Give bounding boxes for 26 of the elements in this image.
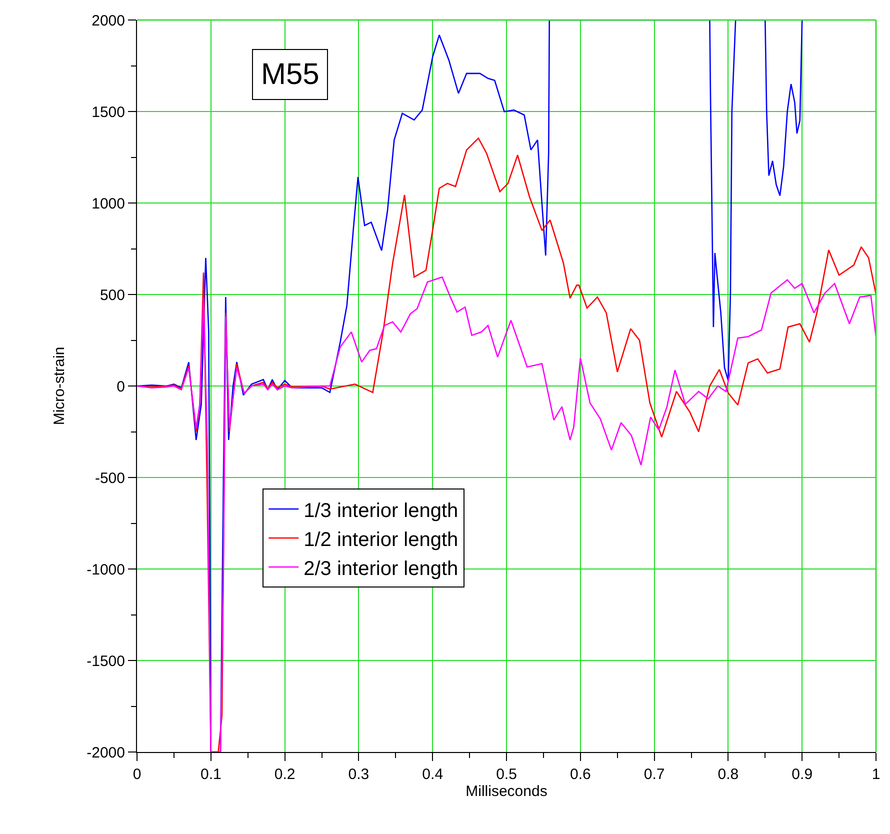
- text: M55: [261, 58, 320, 91]
- x-tick-label: 0.7: [644, 766, 665, 783]
- y-tick-label: 1000: [92, 195, 125, 212]
- x-tick-label: 0.9: [792, 766, 813, 783]
- x-tick-label: 0.8: [718, 766, 739, 783]
- x-tick-label: 0.5: [496, 766, 517, 783]
- y-tick-label: -2000: [86, 744, 125, 762]
- y-tick-label: 500: [100, 286, 125, 304]
- x-tick-label: 0.4: [422, 766, 444, 783]
- x-tick-label: 0.1: [200, 766, 222, 783]
- y-tick-label: 2000: [92, 12, 125, 30]
- x-tick-label: 0.2: [274, 766, 296, 783]
- y-tick-label: -1500: [86, 652, 125, 670]
- y-tick-label: 0: [116, 378, 125, 396]
- y-axis-title: Micro-strain: [50, 346, 68, 426]
- x-axis-title: Milliseconds: [466, 783, 548, 800]
- legend-label: 1/2 interior length: [304, 528, 458, 551]
- legend-label: 2/3 interior length: [304, 558, 458, 580]
- y-tick-label: 1500: [92, 104, 125, 121]
- x-tick-label: 0.3: [348, 766, 370, 783]
- y-tick-label: -500: [94, 470, 125, 487]
- x-tick-label: 1: [872, 766, 880, 783]
- legend-label: 1/3 interior length: [304, 500, 458, 522]
- y-tick-label: -1000: [86, 561, 125, 578]
- x-tick-label: 0.6: [570, 766, 591, 783]
- x-tick-label: 0: [132, 766, 142, 783]
